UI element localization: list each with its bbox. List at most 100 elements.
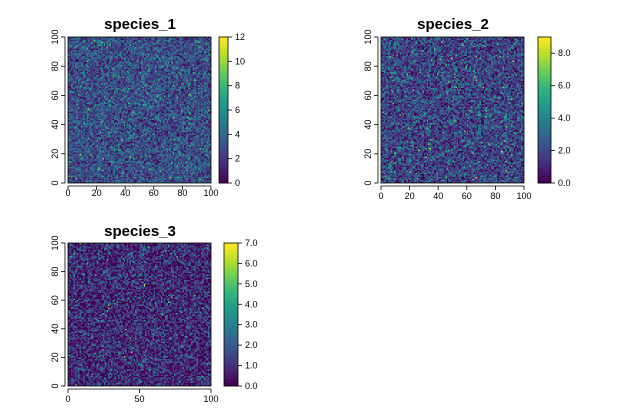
- colorbar-segment: [219, 142, 228, 147]
- colorbar-segment: [219, 62, 228, 67]
- y-axis: 0 20 40 60 80 100: [50, 29, 66, 186]
- colorbar-segment: [538, 62, 551, 67]
- colorbar-segment: [219, 69, 228, 74]
- colorbar-segment: [224, 250, 238, 255]
- x-axis: 0 20 40 60 80 100: [65, 185, 219, 198]
- colorbar: 0 2 4 6 8 10 12: [218, 32, 245, 188]
- colorbar-segment: [224, 264, 238, 269]
- colorbar-segment: [219, 99, 228, 104]
- colorbar-segment: [224, 357, 238, 362]
- y-tick-label: 40: [363, 120, 373, 130]
- colorbar-segment: [219, 84, 228, 89]
- colorbar-segment: [538, 117, 551, 122]
- y-tick-label: 0: [363, 180, 373, 185]
- y-tick-label: 80: [363, 61, 373, 71]
- y-tick-label: 60: [363, 90, 373, 100]
- x-tick-label: 80: [177, 188, 187, 198]
- colorbar-segment: [219, 139, 228, 144]
- colorbar-tick-label: 4.0: [558, 113, 571, 123]
- x-tick-label: 40: [433, 191, 443, 201]
- y-tick-label: 0: [50, 383, 60, 388]
- colorbar-tick-label: 3.0: [245, 320, 258, 330]
- colorbar-segment: [538, 120, 551, 125]
- plot-area: [380, 36, 525, 184]
- colorbar-segment: [538, 106, 551, 111]
- colorbar-tick-label: 8.0: [558, 48, 571, 58]
- colorbar-segment: [224, 268, 238, 272]
- colorbar-tick-label: 6: [235, 105, 240, 115]
- raster-cells: [68, 243, 211, 386]
- colorbar-segment: [219, 161, 228, 166]
- colorbar-segment: [538, 150, 551, 155]
- x-tick-label: 100: [516, 191, 531, 201]
- y-axis: 0 20 40 60 80 100: [363, 29, 379, 186]
- colorbar-segment: [224, 303, 238, 308]
- colorbar-segment: [538, 77, 551, 82]
- colorbar-tick-label: 5.0: [245, 279, 258, 289]
- colorbar-segment: [538, 44, 551, 49]
- colorbar-segment: [538, 40, 551, 45]
- colorbar-segment: [219, 128, 228, 133]
- colorbar-segment: [219, 55, 228, 60]
- colorbar-segment: [538, 69, 551, 74]
- y-tick-label: 100: [50, 235, 60, 250]
- colorbar-tick-label: 8: [235, 81, 240, 91]
- x-tick-label: 0: [65, 394, 70, 404]
- colorbar-segment: [538, 128, 551, 133]
- colorbar-segment: [219, 47, 228, 52]
- colorbar-segment: [538, 95, 551, 100]
- x-tick-label: 100: [203, 188, 218, 198]
- colorbar-segment: [224, 321, 238, 326]
- colorbar-segment: [224, 275, 238, 280]
- panel-species-2: species_2 0 20 40 60 80 100 0 20 40 60 80 100 0.0 2…: [363, 16, 571, 201]
- colorbar-segment: [538, 58, 551, 63]
- colorbar-segment: [219, 164, 228, 169]
- x-tick-label: 60: [149, 188, 159, 198]
- colorbar-segment: [224, 243, 238, 247]
- colorbar-segment: [219, 120, 228, 125]
- y-tick-label: 60: [50, 90, 60, 100]
- colorbar-segment: [224, 307, 238, 312]
- colorbar-tick-label: 0: [235, 178, 240, 188]
- colorbar-frame: [223, 242, 239, 387]
- colorbar-tick-label: 0.0: [245, 381, 258, 391]
- colorbar-tick-label: 2.0: [245, 340, 258, 350]
- colorbar-segment: [224, 368, 238, 373]
- colorbar-tick-label: 1.0: [245, 361, 258, 371]
- colorbar-segment: [219, 51, 228, 56]
- x-tick-label: 20: [92, 188, 102, 198]
- colorbar-segment: [224, 260, 238, 265]
- colorbar: 0.0 1.0 2.0 3.0 4.0 5.0 6.0 7.0: [223, 238, 258, 391]
- colorbar-segment: [538, 55, 551, 60]
- panel-species-1: species_1 0 20 40 60 80 100 0 20 40 60 80 100 0 2 4 6…: [50, 16, 245, 198]
- colorbar-segment: [224, 285, 238, 290]
- colorbar-segment: [224, 375, 238, 380]
- panel-species-3: species_3 0 50 100 0 20 40 60 80 100 0.0 1.0 2.0 3…: [50, 223, 258, 404]
- colorbar-segment: [219, 135, 228, 140]
- y-tick-label: 20: [363, 149, 373, 159]
- panel-title: species_1: [104, 16, 176, 33]
- colorbar-segment: [538, 146, 551, 151]
- colorbar-segment: [224, 335, 238, 340]
- raster-cells: [68, 37, 211, 183]
- colorbar-segment: [538, 113, 551, 118]
- y-tick-label: 60: [50, 295, 60, 305]
- colorbar-segment: [224, 382, 238, 387]
- colorbar-segment: [538, 175, 551, 180]
- colorbar-segment: [224, 289, 238, 294]
- colorbar-segment: [538, 51, 551, 56]
- colorbar-segment: [219, 66, 228, 71]
- y-tick-label: 80: [50, 267, 60, 277]
- colorbar-segment: [219, 146, 228, 151]
- colorbar-segment: [219, 91, 228, 96]
- colorbar-segment: [219, 58, 228, 63]
- colorbar-segment: [219, 113, 228, 118]
- colorbar-segment: [219, 168, 228, 173]
- colorbar-segment: [219, 44, 228, 49]
- colorbar-segment: [224, 314, 238, 319]
- plot-area: [67, 242, 212, 387]
- colorbar-segment: [224, 300, 238, 305]
- colorbar-segment: [538, 84, 551, 89]
- colorbar-frame: [537, 36, 552, 184]
